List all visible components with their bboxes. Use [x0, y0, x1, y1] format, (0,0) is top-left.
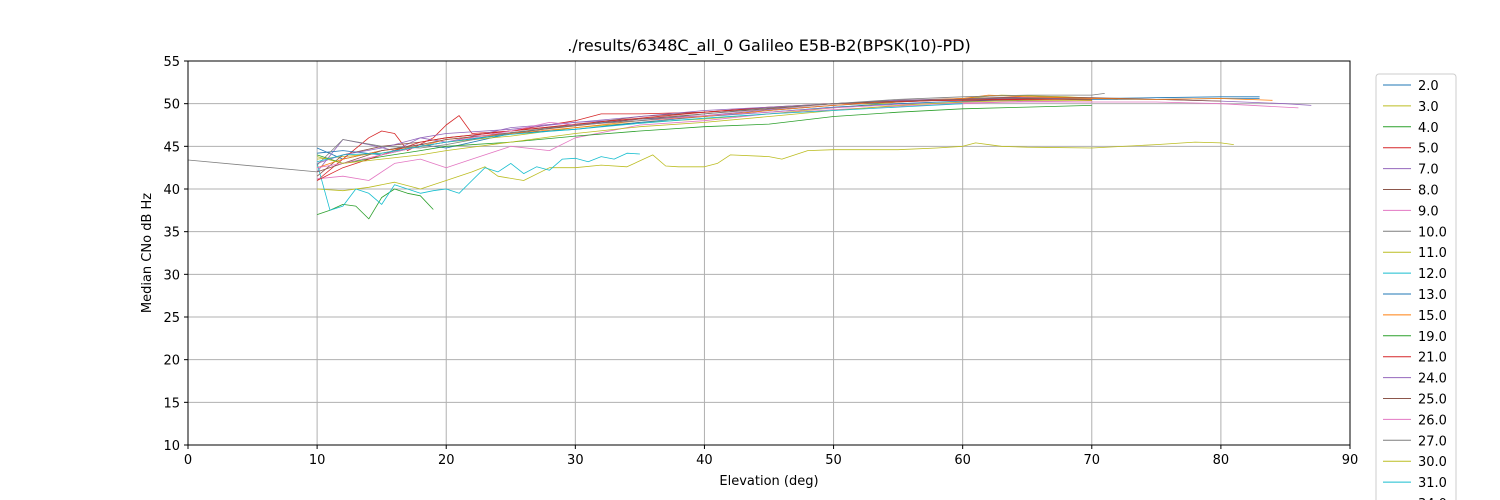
- y-tick-label: 55: [163, 55, 180, 70]
- legend-label: 34.0: [1418, 497, 1447, 500]
- legend-label: 12.0: [1418, 267, 1447, 282]
- legend-label: 15.0: [1418, 309, 1447, 324]
- y-axis-label: Median CNo dB Hz: [140, 193, 155, 313]
- x-axis: 0 10 20 30 40 50 60 70 80 90: [184, 445, 1358, 468]
- y-tick-label: 40: [163, 183, 180, 198]
- legend-label: 4.0: [1418, 121, 1439, 136]
- legend: 2.0 3.0 4.0 5.0 7.0 8.0 9.0 10.0 11.0 12.0 13.0 15.…: [1375, 73, 1457, 500]
- plot-lines: [187, 93, 1312, 220]
- x-tick-label: 0: [184, 453, 192, 468]
- chart-title: ./results/6348C_all_0 Galileo E5B-B2(BPS…: [567, 36, 971, 56]
- legend-label: 19.0: [1418, 330, 1447, 345]
- x-tick-label: 40: [696, 453, 713, 468]
- legend-label: 5.0: [1418, 142, 1439, 157]
- y-tick-label: 25: [163, 311, 180, 326]
- series-line-30.0: [316, 99, 1092, 164]
- legend-label: 3.0: [1418, 100, 1439, 115]
- y-tick-label: 50: [163, 98, 180, 113]
- series-line-4.0: [316, 188, 434, 220]
- y-tick-label: 30: [163, 268, 180, 283]
- x-tick-label: 30: [567, 453, 584, 468]
- legend-label: 26.0: [1418, 413, 1447, 428]
- legend-box: [1375, 73, 1457, 500]
- legend-label: 13.0: [1418, 288, 1447, 303]
- series-line-27.0: [316, 93, 1105, 166]
- y-tick-label: 15: [163, 396, 180, 411]
- y-tick-label: 35: [163, 226, 180, 241]
- series-line-19.0: [316, 105, 1092, 164]
- grid: [187, 60, 1351, 446]
- x-tick-label: 10: [309, 453, 326, 468]
- legend-label: 10.0: [1418, 225, 1447, 240]
- legend-label: 9.0: [1418, 204, 1439, 219]
- series-line-31.0: [316, 103, 963, 163]
- legend-label: 30.0: [1418, 455, 1447, 470]
- series-line-11.0: [317, 141, 1234, 192]
- legend-label: 11.0: [1418, 246, 1447, 261]
- y-axis: 10 15 20 25 30 35 40 45 50 55: [163, 55, 188, 454]
- x-tick-label: 80: [1213, 453, 1230, 468]
- legend-label: 2.0: [1418, 79, 1439, 94]
- y-tick-label: 10: [163, 439, 180, 454]
- series-line-3.0: [317, 94, 1118, 160]
- x-tick-label: 60: [954, 453, 971, 468]
- legend-label: 27.0: [1418, 434, 1447, 449]
- x-axis-label: Elevation (deg): [719, 474, 818, 489]
- legend-label: 31.0: [1418, 476, 1447, 491]
- x-tick-label: 50: [825, 453, 842, 468]
- plot-frame: [187, 60, 1351, 446]
- y-tick-label: 20: [163, 354, 180, 369]
- legend-label: 8.0: [1418, 184, 1439, 199]
- y-tick-label: 45: [163, 140, 180, 155]
- legend-label: 25.0: [1418, 393, 1447, 408]
- x-tick-label: 70: [1084, 453, 1101, 468]
- legend-label: 24.0: [1418, 372, 1447, 387]
- x-tick-label: 90: [1342, 453, 1359, 468]
- series-line-12.0: [316, 152, 640, 211]
- series-line-25.0: [316, 98, 1092, 173]
- series-line-10.0: [187, 159, 318, 173]
- legend-label: 7.0: [1418, 163, 1439, 178]
- legend-label: 21.0: [1418, 351, 1447, 366]
- x-tick-label: 20: [438, 453, 455, 468]
